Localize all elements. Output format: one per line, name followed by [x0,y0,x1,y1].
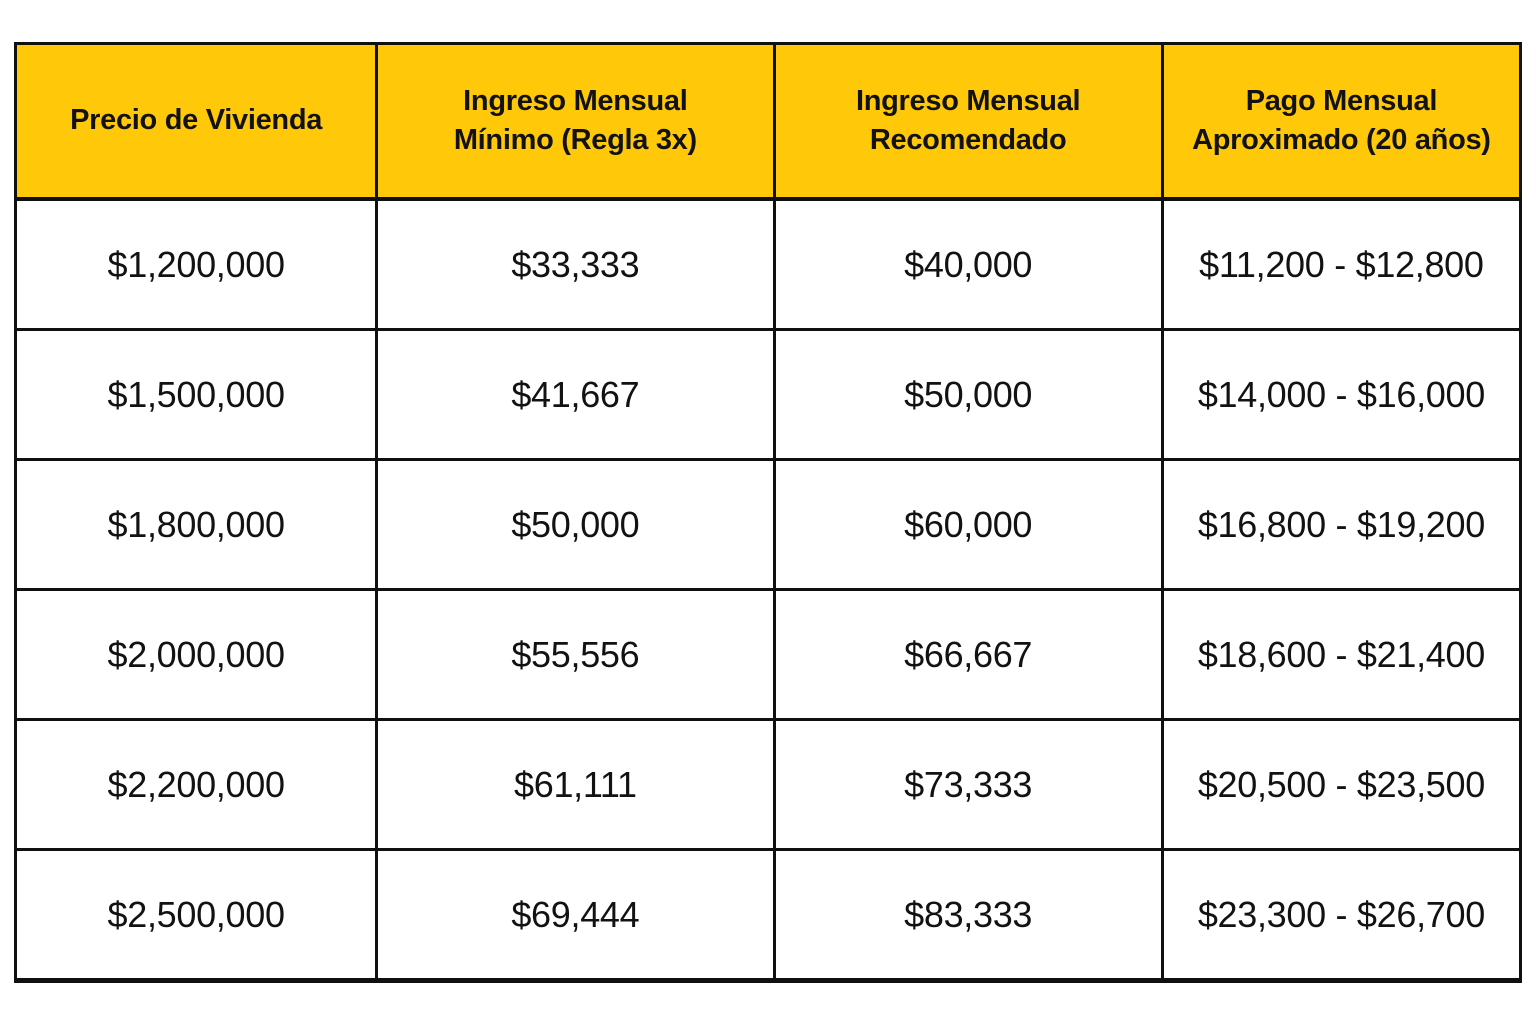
table-cell: $73,333 [772,718,1164,851]
table-cell: $66,667 [772,588,1164,721]
table-row: $1,500,000 $41,667 $50,000 $14,000 - $16… [13,328,1523,461]
table-row: $2,000,000 $55,556 $66,667 $18,600 - $21… [13,588,1523,721]
table-cell: $60,000 [772,458,1164,591]
table-cell: $83,333 [772,848,1164,982]
table-cell: $2,000,000 [13,588,379,721]
table-cell: $40,000 [772,197,1164,331]
table-cell: $61,111 [375,718,776,851]
header-ingreso-minimo: Ingreso Mensual Mínimo (Regla 3x) [375,42,776,201]
header-row: Precio de Vivienda Ingreso Mensual Mínim… [13,42,1523,201]
table-cell: $16,800 - $19,200 [1160,458,1523,591]
table-cell: $14,000 - $16,000 [1160,328,1523,461]
table-cell: $2,500,000 [13,848,379,982]
housing-affordability-table: Precio de Vivienda Ingreso Mensual Mínim… [13,42,1523,983]
table-cell: $1,800,000 [13,458,379,591]
table-cell: $1,200,000 [13,197,379,331]
table-cell: $41,667 [375,328,776,461]
header-pago-mensual: Pago Mensual Aproximado (20 años) [1160,42,1523,201]
table-row: $2,500,000 $69,444 $83,333 $23,300 - $26… [13,848,1523,982]
table-cell: $18,600 - $21,400 [1160,588,1523,721]
table-cell: $50,000 [772,328,1164,461]
header-ingreso-recomendado: Ingreso Mensual Recomendado [772,42,1164,201]
table-cell: $69,444 [375,848,776,982]
table-cell: $20,500 - $23,500 [1160,718,1523,851]
table-row: $1,200,000 $33,333 $40,000 $11,200 - $12… [13,197,1523,331]
table-cell: $23,300 - $26,700 [1160,848,1523,982]
table-cell: $50,000 [375,458,776,591]
table-cell: $11,200 - $12,800 [1160,197,1523,331]
table-row: $1,800,000 $50,000 $60,000 $16,800 - $19… [13,458,1523,591]
header-precio-vivienda: Precio de Vivienda [13,42,379,201]
table-cell: $2,200,000 [13,718,379,851]
table-row: $2,200,000 $61,111 $73,333 $20,500 - $23… [13,718,1523,851]
table-cell: $33,333 [375,197,776,331]
table-cell: $1,500,000 [13,328,379,461]
table-cell: $55,556 [375,588,776,721]
